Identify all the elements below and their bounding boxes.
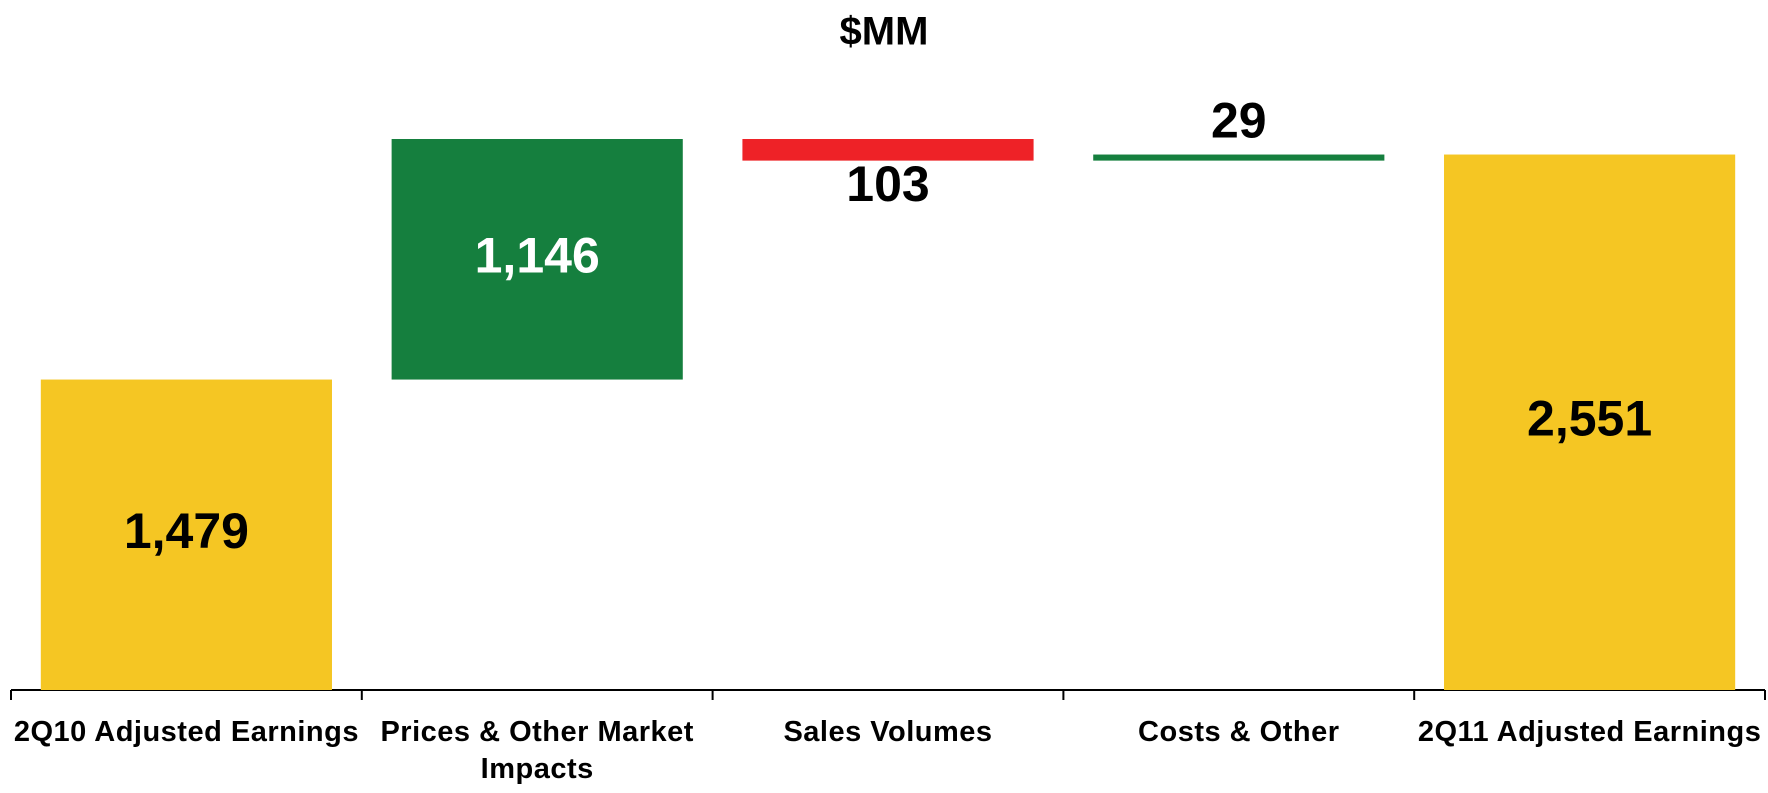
x-tick-label: 2Q10 Adjusted Earnings: [13, 716, 359, 748]
x-tick-label: 2Q11 Adjusted Earnings: [1417, 716, 1762, 748]
x-tick-label: Sales Volumes: [783, 716, 993, 748]
data-label: 1,146: [475, 227, 600, 283]
chart-title: $MM: [840, 10, 929, 54]
bar: [391, 139, 683, 380]
data-label: 2,551: [1527, 390, 1652, 446]
bar: [40, 379, 332, 690]
data-label: 1,479: [124, 503, 249, 559]
data-label: 103: [846, 156, 929, 212]
bar: [1444, 154, 1736, 690]
data-label: 29: [1211, 93, 1267, 149]
x-tick-label: Prices & Other Market Impacts: [380, 716, 694, 785]
bar: [1093, 154, 1385, 161]
x-tick-label: Costs & Other: [1138, 716, 1340, 748]
bar: [742, 139, 1034, 161]
